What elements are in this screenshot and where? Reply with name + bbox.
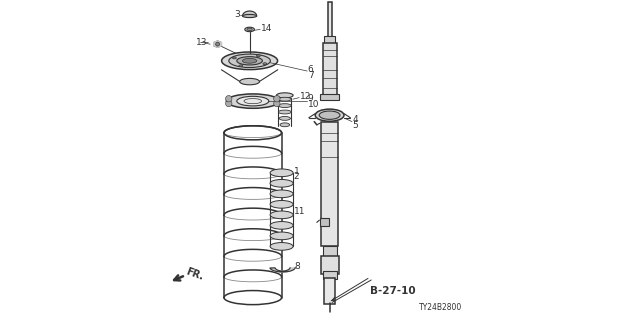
- Circle shape: [216, 42, 220, 46]
- Circle shape: [274, 95, 280, 102]
- Ellipse shape: [270, 232, 293, 240]
- Text: 13: 13: [196, 38, 207, 47]
- Ellipse shape: [280, 123, 290, 127]
- Ellipse shape: [270, 211, 293, 219]
- Ellipse shape: [263, 63, 267, 65]
- Bar: [320, 94, 339, 100]
- Text: 7: 7: [308, 71, 314, 80]
- Circle shape: [225, 95, 232, 102]
- Bar: [324, 36, 335, 44]
- Text: 12: 12: [300, 92, 311, 101]
- Ellipse shape: [316, 109, 344, 121]
- Ellipse shape: [243, 59, 257, 63]
- Ellipse shape: [278, 104, 291, 108]
- Bar: [323, 246, 337, 258]
- Bar: [320, 218, 329, 226]
- Text: 9: 9: [308, 94, 314, 103]
- Polygon shape: [243, 11, 257, 16]
- Bar: [324, 278, 335, 304]
- Ellipse shape: [276, 93, 293, 98]
- Ellipse shape: [278, 97, 291, 101]
- Bar: [323, 43, 337, 96]
- Ellipse shape: [227, 94, 279, 108]
- Text: 4: 4: [353, 116, 358, 124]
- Text: 6: 6: [308, 65, 314, 74]
- Ellipse shape: [270, 169, 293, 177]
- Text: 14: 14: [261, 24, 272, 33]
- Ellipse shape: [278, 110, 291, 114]
- Ellipse shape: [237, 96, 269, 106]
- Ellipse shape: [221, 52, 278, 70]
- Ellipse shape: [279, 116, 291, 120]
- Circle shape: [274, 100, 280, 107]
- Ellipse shape: [270, 221, 293, 229]
- Ellipse shape: [270, 243, 293, 250]
- Polygon shape: [214, 41, 221, 47]
- Ellipse shape: [237, 57, 262, 65]
- Ellipse shape: [239, 65, 243, 67]
- Text: B-27-10: B-27-10: [370, 285, 415, 296]
- Ellipse shape: [257, 55, 260, 57]
- Ellipse shape: [270, 201, 293, 208]
- Polygon shape: [270, 268, 295, 272]
- Text: 10: 10: [308, 100, 319, 109]
- Text: TY24B2800: TY24B2800: [419, 303, 462, 312]
- Text: 8: 8: [294, 262, 300, 271]
- Text: 3: 3: [235, 10, 240, 19]
- Ellipse shape: [319, 111, 340, 119]
- Text: 2: 2: [294, 172, 300, 181]
- Text: 1: 1: [294, 167, 300, 176]
- Bar: [328, 2, 332, 37]
- Text: —: —: [200, 38, 209, 47]
- Ellipse shape: [232, 57, 236, 59]
- Ellipse shape: [270, 190, 293, 198]
- Circle shape: [225, 100, 232, 107]
- Text: 11: 11: [294, 207, 305, 216]
- Ellipse shape: [270, 180, 293, 187]
- Bar: [323, 271, 337, 279]
- Bar: [321, 122, 339, 246]
- Bar: [321, 256, 339, 274]
- Ellipse shape: [240, 78, 260, 85]
- Ellipse shape: [247, 28, 252, 31]
- Ellipse shape: [244, 27, 255, 32]
- Text: 5: 5: [353, 121, 358, 130]
- Ellipse shape: [229, 54, 271, 68]
- Ellipse shape: [243, 14, 257, 18]
- Text: FR.: FR.: [184, 267, 204, 282]
